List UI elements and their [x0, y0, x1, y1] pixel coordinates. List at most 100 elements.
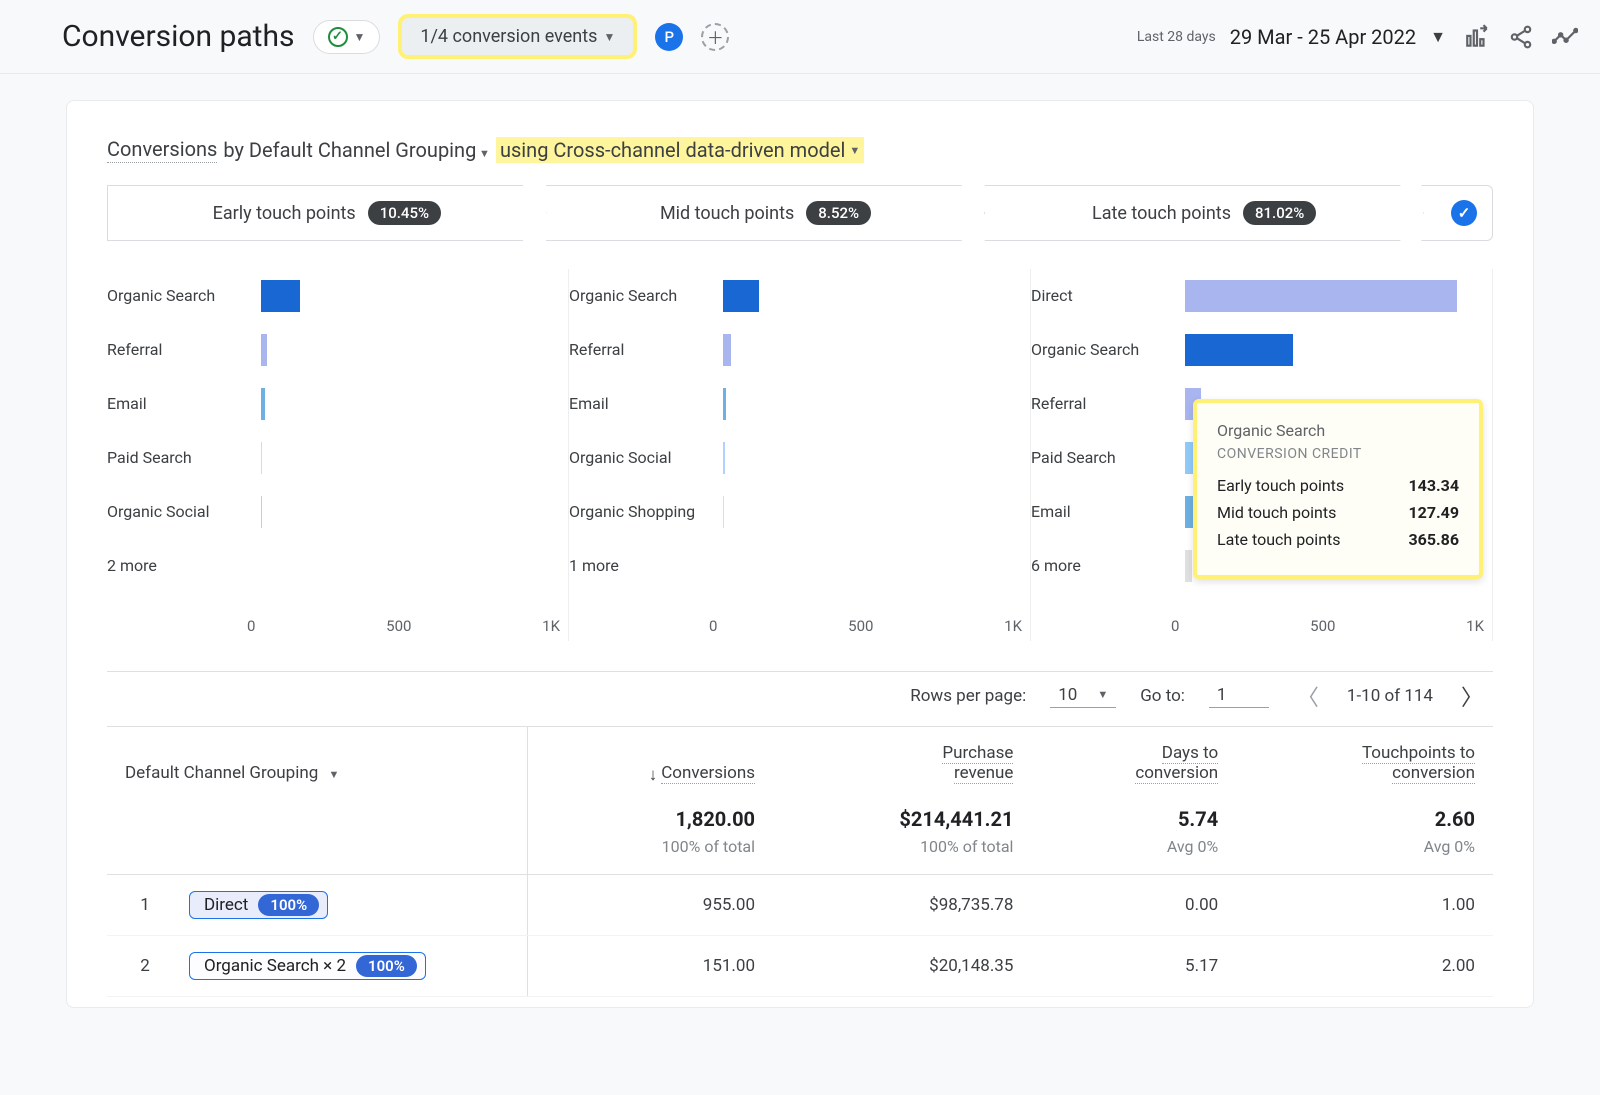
conversion-paths-table: Default Channel Grouping ▼ ↓ConversionsP… — [107, 727, 1493, 997]
funnel-step-pct: 81.02% — [1243, 201, 1316, 225]
bar-fill — [261, 334, 267, 366]
bar-label: Organic Search — [1031, 341, 1171, 359]
bar-track[interactable] — [723, 334, 1022, 366]
bar-label: Organic Search — [569, 287, 709, 305]
insights-icon[interactable] — [1552, 24, 1578, 50]
axis-tick: 500 — [848, 617, 873, 635]
chart-column: Organic SearchReferralEmailOrganic Socia… — [569, 269, 1031, 641]
bar-label: Direct — [1031, 287, 1171, 305]
segment-p-chip[interactable]: P — [655, 23, 683, 51]
metric-label[interactable]: Conversions — [107, 137, 217, 163]
bar-track[interactable] — [723, 388, 1022, 420]
axis-tick: 0 — [247, 617, 255, 635]
attribution-model-selector[interactable]: using Cross-channel data-driven model▼ — [496, 137, 864, 163]
axis-tick: 500 — [1310, 617, 1335, 635]
axis-tick: 1K — [1004, 617, 1022, 635]
goto-label: Go to: — [1140, 686, 1185, 706]
chart-axis: 05001K — [1031, 611, 1484, 641]
col-header[interactable]: Touchpoints toconversion — [1236, 727, 1493, 783]
topbar: Conversion paths ✓ ▼ 1/4 conversion even… — [0, 0, 1600, 74]
bar-label: Organic Social — [569, 449, 709, 467]
card-title: Conversions by Default Channel Grouping … — [107, 137, 1493, 163]
chart-bar-row: Direct — [1031, 269, 1484, 323]
bar-track[interactable] — [261, 496, 560, 528]
share-icon[interactable] — [1508, 24, 1534, 50]
axis-tick: 0 — [709, 617, 717, 635]
check-icon: ✓ — [328, 27, 348, 47]
bar-label: 1 more — [569, 557, 709, 575]
funnel-step-early[interactable]: Early touch points 10.45% — [107, 185, 547, 241]
rows-per-page-select[interactable]: 10 ▼ — [1050, 685, 1116, 708]
chevron-down-icon: ▼ — [476, 147, 490, 160]
goto-input[interactable]: 1 — [1209, 685, 1269, 708]
edit-report-icon[interactable] — [1464, 24, 1490, 50]
bar-track[interactable] — [1185, 334, 1484, 366]
bar-label: Referral — [1031, 395, 1171, 413]
bar-track[interactable] — [1185, 280, 1484, 312]
chart-bar-row: Referral — [107, 323, 560, 377]
bar-track[interactable] — [723, 280, 1022, 312]
funnel-step-mid[interactable]: Mid touch points 8.52% — [546, 185, 986, 241]
chart-bar-row: 1 more — [569, 539, 1022, 593]
events-selector-label: 1/4 conversion events — [420, 26, 597, 47]
channel-chip[interactable]: Direct100% — [189, 891, 328, 919]
bar-track[interactable] — [723, 496, 1022, 528]
bar-track[interactable] — [261, 388, 560, 420]
bar-fill — [261, 496, 262, 528]
bar-fill — [723, 496, 724, 528]
col-header[interactable]: ↓Conversions — [527, 727, 773, 783]
data-cell: 5.17 — [1031, 936, 1236, 997]
bar-label: 6 more — [1031, 557, 1171, 575]
bar-label: Paid Search — [107, 449, 247, 467]
page-title: Conversion paths — [62, 19, 295, 54]
bar-track[interactable] — [261, 280, 560, 312]
col-header-dimension[interactable]: Default Channel Grouping ▼ — [107, 727, 527, 783]
col-header[interactable]: Purchaserevenue — [773, 727, 1031, 783]
funnel-step-pct: 10.45% — [368, 201, 441, 225]
funnel-tabs: Early touch points 10.45% Mid touch poin… — [107, 185, 1493, 241]
tooltip-row: Early touch points143.34 — [1217, 476, 1459, 495]
date-preset-label: Last 28 days — [1137, 29, 1216, 45]
funnel-step-label: Late touch points — [1092, 203, 1231, 224]
axis-tick: 500 — [386, 617, 411, 635]
pager-prev-button[interactable]: 〈 — [1293, 680, 1323, 712]
chart-column: Organic SearchReferralEmailPaid SearchOr… — [107, 269, 569, 641]
pager-next-button[interactable]: 〉 — [1457, 680, 1487, 712]
bar-label: 2 more — [107, 557, 247, 575]
bar-track[interactable] — [261, 334, 560, 366]
path-cell: 2Organic Search × 2100% — [107, 936, 527, 997]
data-cell: 0.00 — [1031, 875, 1236, 936]
channel-chip[interactable]: Organic Search × 2100% — [189, 952, 426, 980]
bar-track[interactable] — [261, 550, 560, 582]
summary-cell: 2.60Avg 0% — [1236, 783, 1493, 875]
table-row[interactable]: 1Direct100%955.00$98,735.780.001.00 — [107, 875, 1493, 936]
chart-axis: 05001K — [107, 611, 560, 641]
add-segment-button[interactable]: ＋ — [701, 23, 729, 51]
bar-track[interactable] — [723, 550, 1022, 582]
bar-track[interactable] — [723, 442, 1022, 474]
status-pill[interactable]: ✓ ▼ — [313, 20, 381, 54]
chip-percent: 100% — [258, 894, 319, 916]
chart-tooltip: Organic Search CONVERSION CREDIT Early t… — [1193, 399, 1483, 579]
funnel-step-late[interactable]: Late touch points 81.02% — [984, 185, 1424, 241]
pager-range: 1-10 of 114 — [1347, 686, 1433, 706]
bar-label: Referral — [569, 341, 709, 359]
table-row[interactable]: 2Organic Search × 2100%151.00$20,148.355… — [107, 936, 1493, 997]
funnel-end[interactable]: ✓ — [1421, 185, 1493, 241]
dimension-label[interactable]: by Default Channel Grouping ▼ — [223, 138, 490, 162]
date-range-picker[interactable]: Last 28 days 29 Mar - 25 Apr 2022 ▼ — [1137, 25, 1446, 49]
chart-bar-row: Organic Social — [107, 485, 560, 539]
bar-label: Organic Social — [107, 503, 247, 521]
check-filled-icon: ✓ — [1451, 200, 1477, 226]
data-cell: 955.00 — [527, 875, 773, 936]
chevron-down-icon: ▼ — [1097, 688, 1108, 701]
touchpoint-charts: Organic SearchReferralEmailPaid SearchOr… — [107, 269, 1493, 641]
chevron-down-icon: ▼ — [603, 30, 615, 44]
col-header[interactable]: Days toconversion — [1031, 727, 1236, 783]
chart-bar-row: Organic Social — [569, 431, 1022, 485]
bar-fill — [723, 442, 725, 474]
bar-track[interactable] — [261, 442, 560, 474]
conversion-events-selector[interactable]: 1/4 conversion events ▼ — [398, 14, 637, 59]
report-card: Conversions by Default Channel Grouping … — [66, 100, 1534, 1008]
chart-bar-row: Organic Shopping — [569, 485, 1022, 539]
